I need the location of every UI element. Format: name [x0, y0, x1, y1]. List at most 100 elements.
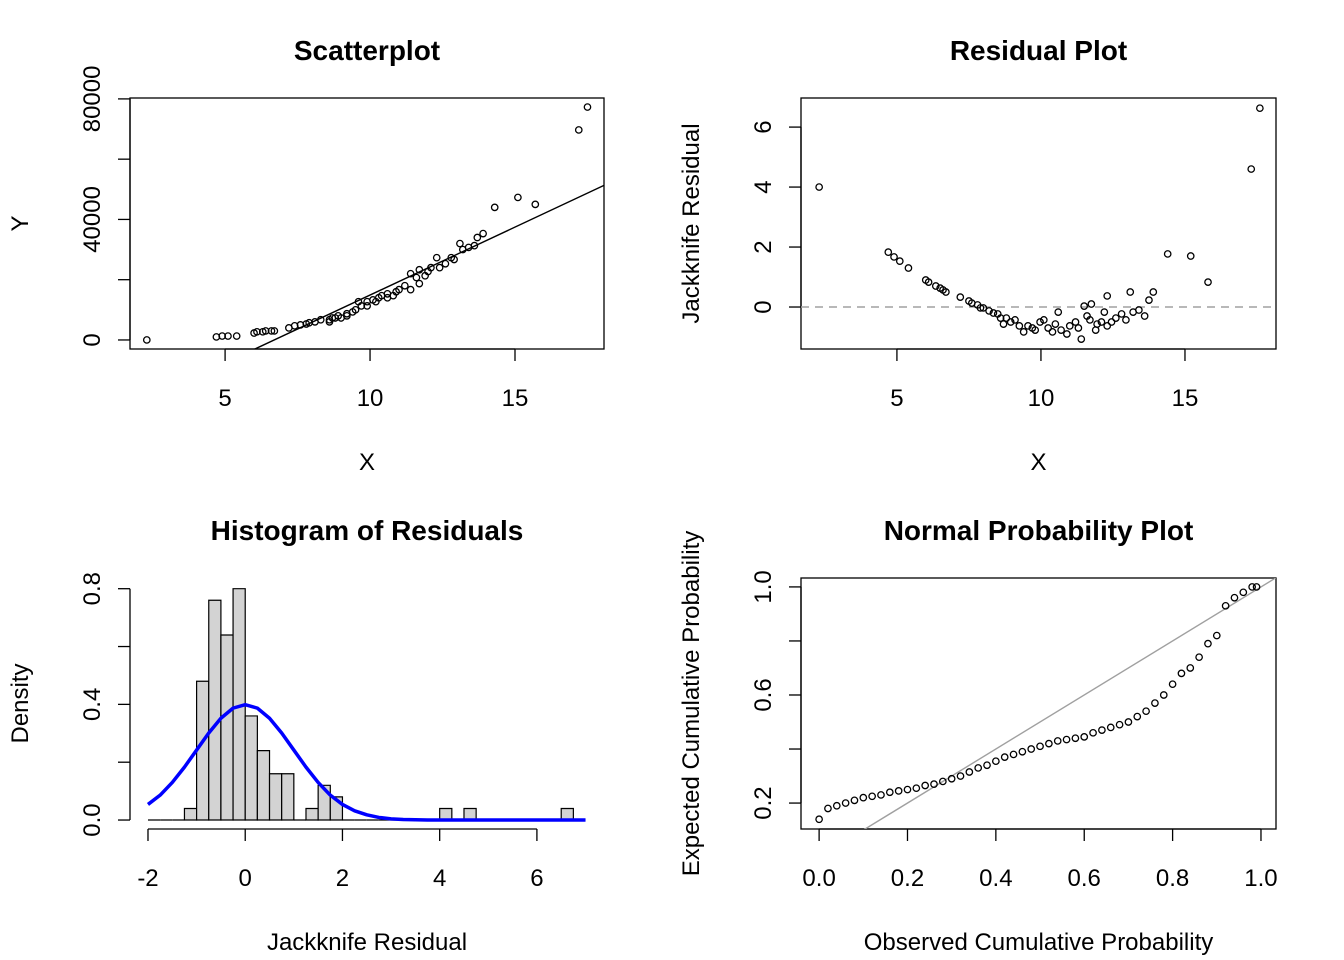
point: [432, 253, 441, 262]
point: [930, 780, 938, 788]
point: [1051, 320, 1060, 328]
point: [1019, 328, 1028, 336]
y-tick-label: 0.4: [79, 688, 106, 721]
point: [1195, 653, 1203, 662]
point: [989, 309, 998, 317]
point: [316, 315, 325, 324]
point: [850, 796, 859, 805]
point: [1036, 742, 1044, 751]
point: [1039, 316, 1048, 324]
plot-area: [253, 184, 604, 349]
point: [1122, 316, 1130, 324]
point: [1212, 631, 1221, 640]
point: [1135, 306, 1143, 314]
point: [1080, 733, 1089, 741]
x-tick-label: 0.6: [1068, 865, 1101, 892]
point: [877, 791, 885, 799]
y-tick-label: 80000: [79, 66, 106, 133]
point: [473, 233, 482, 242]
point: [1177, 669, 1186, 678]
point: [815, 815, 823, 824]
point: [947, 774, 956, 783]
point: [1086, 316, 1094, 324]
point: [490, 203, 499, 212]
point: [868, 792, 876, 801]
point: [1142, 707, 1150, 716]
x-tick-label: 6: [530, 865, 543, 892]
point: [1071, 734, 1080, 743]
x-tick-label: 0.8: [1156, 865, 1189, 892]
point: [1011, 316, 1019, 324]
point: [267, 327, 276, 335]
point: [1009, 750, 1018, 759]
point: [1163, 250, 1172, 258]
point: [415, 279, 424, 288]
bar: [305, 807, 319, 821]
density-curve: [146, 702, 586, 822]
point: [1256, 104, 1264, 113]
point: [1140, 312, 1149, 320]
y-axis-label: Y: [7, 215, 34, 231]
bar: [208, 599, 222, 821]
point: [351, 305, 360, 314]
point: [531, 200, 540, 209]
bar: [183, 807, 198, 821]
point: [1159, 691, 1168, 699]
point: [1015, 322, 1024, 330]
point: [1044, 324, 1052, 332]
point: [1074, 324, 1083, 332]
panel: Histogram of Residuals Jackknife Residual…: [7, 515, 586, 956]
point: [1239, 588, 1248, 597]
y-axis-label: Density: [7, 663, 34, 743]
point: [832, 801, 841, 810]
point: [1071, 318, 1080, 326]
point: [1186, 664, 1195, 672]
point: [1117, 310, 1126, 318]
x-axis-label: Observed Cumulative Probability: [864, 929, 1214, 956]
point: [1063, 330, 1071, 338]
point: [912, 784, 921, 793]
x-tick-label: 2: [336, 865, 349, 892]
point: [965, 768, 974, 776]
y-tick-label: 2: [750, 240, 777, 253]
y-axis-label: Expected Cumulative Probability: [678, 531, 705, 877]
bar: [256, 750, 271, 821]
point: [903, 785, 912, 794]
point: [343, 312, 351, 320]
point: [974, 764, 983, 772]
point: [363, 302, 371, 310]
point: [1204, 278, 1212, 286]
panel-title: Residual Plot: [950, 35, 1127, 66]
y-tick-label: 1.0: [750, 570, 777, 603]
point: [406, 269, 415, 278]
point: [1230, 593, 1239, 602]
point: [1111, 314, 1120, 322]
fit-line: [253, 184, 604, 349]
point: [992, 757, 1000, 766]
point: [1126, 288, 1135, 296]
point: [400, 281, 409, 290]
point: [270, 327, 279, 335]
point: [1103, 292, 1112, 300]
point: [1024, 322, 1032, 330]
y-tick-label: 0.8: [79, 572, 106, 605]
point: [470, 241, 479, 250]
point: [427, 263, 435, 272]
point: [1151, 699, 1159, 707]
point: [1053, 737, 1062, 745]
point: [956, 293, 965, 301]
panel-title: Scatterplot: [294, 35, 440, 66]
point: [983, 761, 991, 770]
point: [1204, 639, 1212, 648]
point: [824, 804, 832, 813]
point: [456, 239, 464, 248]
point: [1252, 583, 1261, 591]
bar: [232, 588, 246, 821]
point: [841, 799, 850, 807]
y-tick-label: 6: [750, 120, 777, 133]
point: [942, 288, 950, 296]
point: [441, 259, 450, 268]
point: [412, 273, 421, 282]
point: [956, 772, 965, 780]
bar: [281, 773, 295, 821]
